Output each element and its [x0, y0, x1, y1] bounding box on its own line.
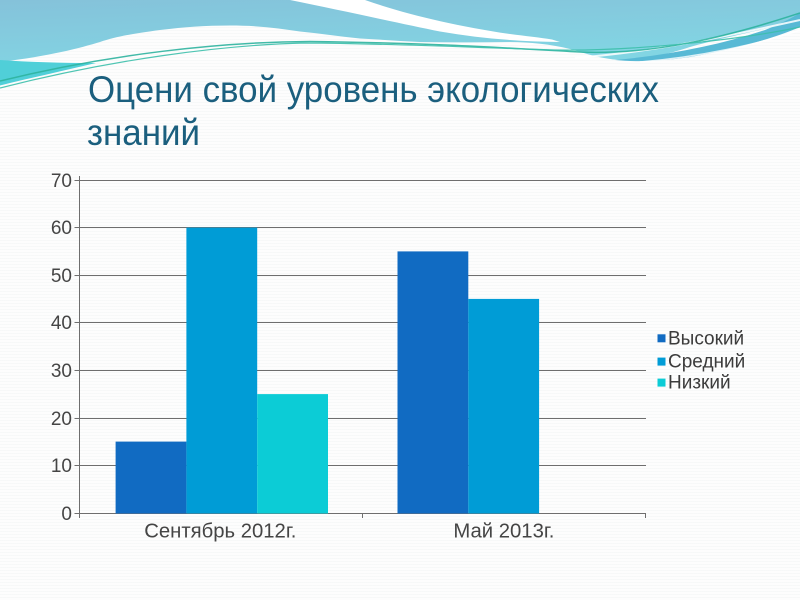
- svg-text:10: 10: [51, 456, 72, 477]
- svg-text:Высокий: Высокий: [668, 329, 744, 350]
- svg-text:Низкий: Низкий: [668, 373, 731, 394]
- svg-text:Май 2013г.: Май 2013г.: [453, 521, 554, 543]
- svg-text:Оцени свой уровень экологическ: Оцени свой уровень экологических: [88, 69, 659, 110]
- svg-text:70: 70: [51, 171, 72, 192]
- svg-text:0: 0: [61, 504, 72, 525]
- svg-text:30: 30: [51, 361, 72, 382]
- svg-text:40: 40: [51, 313, 72, 334]
- svg-text:знаний: знаний: [87, 112, 200, 153]
- svg-text:20: 20: [51, 409, 72, 430]
- svg-text:Средний: Средний: [668, 352, 745, 373]
- svg-text:Сентябрь 2012г.: Сентябрь 2012г.: [144, 521, 296, 543]
- svg-text:50: 50: [51, 266, 72, 287]
- svg-text:60: 60: [51, 218, 72, 239]
